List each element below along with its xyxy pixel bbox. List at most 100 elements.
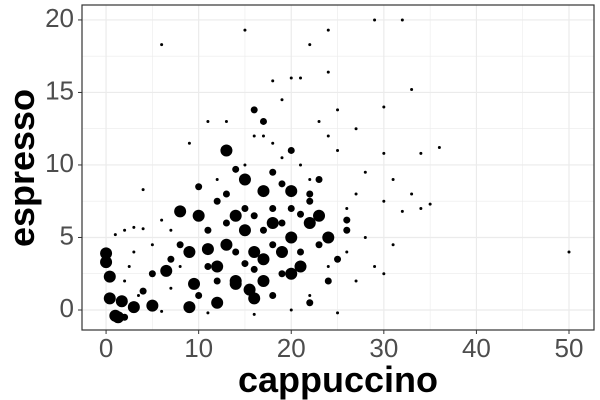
point bbox=[299, 76, 303, 80]
point bbox=[248, 292, 261, 305]
point bbox=[215, 177, 219, 181]
point bbox=[187, 141, 191, 145]
point bbox=[315, 241, 323, 249]
point bbox=[278, 270, 286, 278]
point bbox=[250, 265, 258, 273]
point bbox=[308, 293, 312, 297]
y-tick-label: 20 bbox=[45, 3, 74, 33]
point bbox=[382, 272, 386, 276]
point bbox=[222, 219, 230, 227]
point bbox=[324, 277, 332, 285]
point bbox=[269, 168, 277, 176]
point bbox=[419, 151, 423, 155]
point bbox=[437, 146, 441, 150]
point bbox=[204, 226, 212, 234]
point bbox=[206, 119, 210, 123]
point bbox=[169, 228, 173, 232]
point bbox=[250, 106, 258, 114]
point bbox=[229, 277, 242, 290]
point bbox=[146, 299, 159, 312]
point bbox=[400, 18, 404, 22]
point bbox=[336, 311, 340, 315]
point bbox=[241, 260, 249, 268]
point bbox=[315, 175, 323, 183]
point bbox=[278, 219, 286, 227]
point bbox=[313, 209, 326, 222]
point bbox=[252, 312, 256, 316]
point bbox=[211, 260, 224, 273]
point bbox=[285, 185, 298, 198]
point bbox=[132, 225, 136, 229]
point bbox=[232, 248, 240, 256]
point bbox=[259, 117, 267, 125]
point bbox=[213, 277, 221, 285]
point bbox=[195, 183, 203, 191]
point bbox=[382, 151, 386, 155]
point bbox=[229, 209, 242, 222]
plot-background bbox=[82, 5, 594, 330]
point bbox=[326, 70, 330, 74]
point bbox=[363, 235, 367, 239]
point bbox=[294, 260, 307, 273]
point bbox=[238, 224, 251, 237]
point bbox=[113, 233, 117, 237]
point bbox=[211, 296, 224, 309]
point bbox=[121, 313, 129, 321]
y-tick-label: 15 bbox=[45, 75, 74, 105]
y-tick-label: 10 bbox=[45, 148, 74, 178]
point bbox=[326, 28, 330, 32]
point bbox=[306, 190, 314, 198]
point bbox=[100, 256, 113, 269]
point bbox=[373, 264, 377, 268]
point bbox=[224, 119, 228, 123]
point bbox=[127, 264, 131, 268]
point bbox=[169, 286, 173, 290]
x-tick-label: 10 bbox=[184, 333, 213, 363]
x-tick-label: 30 bbox=[369, 333, 398, 363]
point bbox=[160, 43, 164, 47]
point bbox=[123, 279, 127, 283]
point bbox=[259, 226, 267, 234]
point bbox=[275, 245, 288, 258]
point bbox=[243, 163, 247, 167]
point bbox=[428, 202, 432, 206]
point bbox=[220, 238, 233, 251]
point bbox=[410, 88, 414, 92]
point bbox=[400, 209, 404, 213]
point bbox=[271, 79, 275, 83]
y-tick-label: 5 bbox=[60, 220, 74, 250]
point bbox=[136, 293, 140, 297]
x-tick-label: 40 bbox=[462, 333, 491, 363]
point bbox=[269, 241, 277, 249]
point bbox=[150, 243, 154, 247]
point bbox=[103, 270, 116, 283]
point bbox=[382, 105, 386, 109]
point bbox=[261, 134, 265, 138]
point bbox=[252, 134, 256, 138]
point bbox=[326, 264, 330, 268]
point bbox=[345, 206, 349, 210]
point bbox=[306, 299, 314, 307]
point bbox=[148, 270, 156, 278]
point bbox=[269, 291, 277, 299]
point bbox=[115, 295, 128, 308]
y-axis-title: espresso bbox=[1, 89, 42, 247]
point bbox=[195, 291, 203, 299]
point bbox=[285, 267, 298, 280]
point bbox=[257, 274, 270, 287]
point bbox=[271, 141, 275, 145]
point bbox=[287, 204, 295, 212]
point bbox=[391, 243, 395, 247]
point bbox=[257, 253, 270, 266]
point bbox=[192, 209, 205, 222]
point bbox=[336, 108, 340, 112]
point bbox=[188, 277, 201, 290]
point bbox=[257, 185, 270, 198]
point bbox=[343, 216, 351, 224]
point bbox=[297, 248, 305, 256]
point bbox=[326, 134, 330, 138]
point bbox=[354, 192, 358, 196]
point bbox=[345, 250, 349, 254]
